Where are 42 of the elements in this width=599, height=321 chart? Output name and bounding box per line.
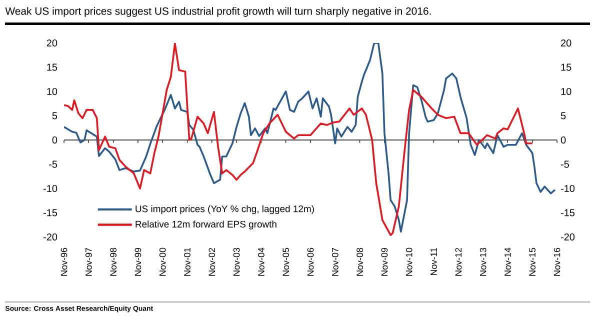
y-tick-label: -10 (44, 184, 58, 192)
x-tick-label: Nov-16 (554, 248, 560, 276)
x-tick-label: Nov-11 (430, 248, 437, 276)
x-tick-label: Nov-04 (258, 248, 264, 276)
y2-tick-label: -5 (560, 160, 569, 168)
x-tick-label: Nov-96 (60, 248, 68, 276)
y2-tick-label: 5 (560, 112, 566, 120)
x-tick-label: Nov-08 (356, 248, 363, 276)
y2-tick-label: 20 (561, 39, 572, 47)
x-tick-label: Nov-05 (282, 248, 290, 276)
x-tick-label: Nov-07 (332, 248, 338, 276)
y2-tick-label: 10 (561, 88, 572, 96)
y-tick-label: 20 (46, 39, 58, 47)
x-tick-label: Nov-15 (529, 248, 536, 276)
x-tick-label: Nov-02 (208, 248, 216, 276)
x-tick-label: Nov-03 (233, 248, 240, 276)
y-tick-label: -20 (44, 233, 58, 241)
y2-tick-label: -10 (560, 184, 575, 192)
x-tick-label: Nov-00 (159, 248, 166, 276)
x-tick-label: Nov-13 (480, 248, 486, 276)
y2-tick-label: -15 (560, 209, 575, 216)
x-tick-label: Nov-12 (455, 248, 462, 276)
x-tick-label: Nov-98 (110, 248, 116, 276)
chart-title: Weak US import prices suggest US industrial profit growth will turn sharply negative in 2016. (5, 7, 431, 17)
y2-tick-label: -20 (560, 233, 575, 241)
y-tick-label: 0 (52, 136, 58, 144)
x-tick-label: Nov-99 (134, 248, 142, 276)
x-tick-label: Nov-14 (504, 248, 511, 276)
y-tick-label: 15 (47, 64, 58, 71)
y-tick-label: 10 (47, 88, 58, 96)
x-tick-label: Nov-09 (381, 248, 388, 276)
x-tick-label: Nov-97 (85, 248, 92, 276)
y2-tick-label: 0 (560, 136, 566, 144)
y-tick-label: -15 (44, 209, 58, 216)
legend-label: Relative 12m forward EPS growth (136, 220, 276, 230)
legend-label: US import prices (YoY % chg, lagged 12m) (136, 205, 314, 214)
y-tick-label: 5 (52, 112, 58, 120)
y2-tick-label: 15 (561, 64, 572, 71)
x-tick-label: Nov-01 (184, 248, 190, 276)
y-tick-label: -5 (49, 160, 58, 168)
x-tick-label: Nov-10 (406, 248, 412, 276)
x-tick-label: Nov-06 (307, 248, 314, 276)
